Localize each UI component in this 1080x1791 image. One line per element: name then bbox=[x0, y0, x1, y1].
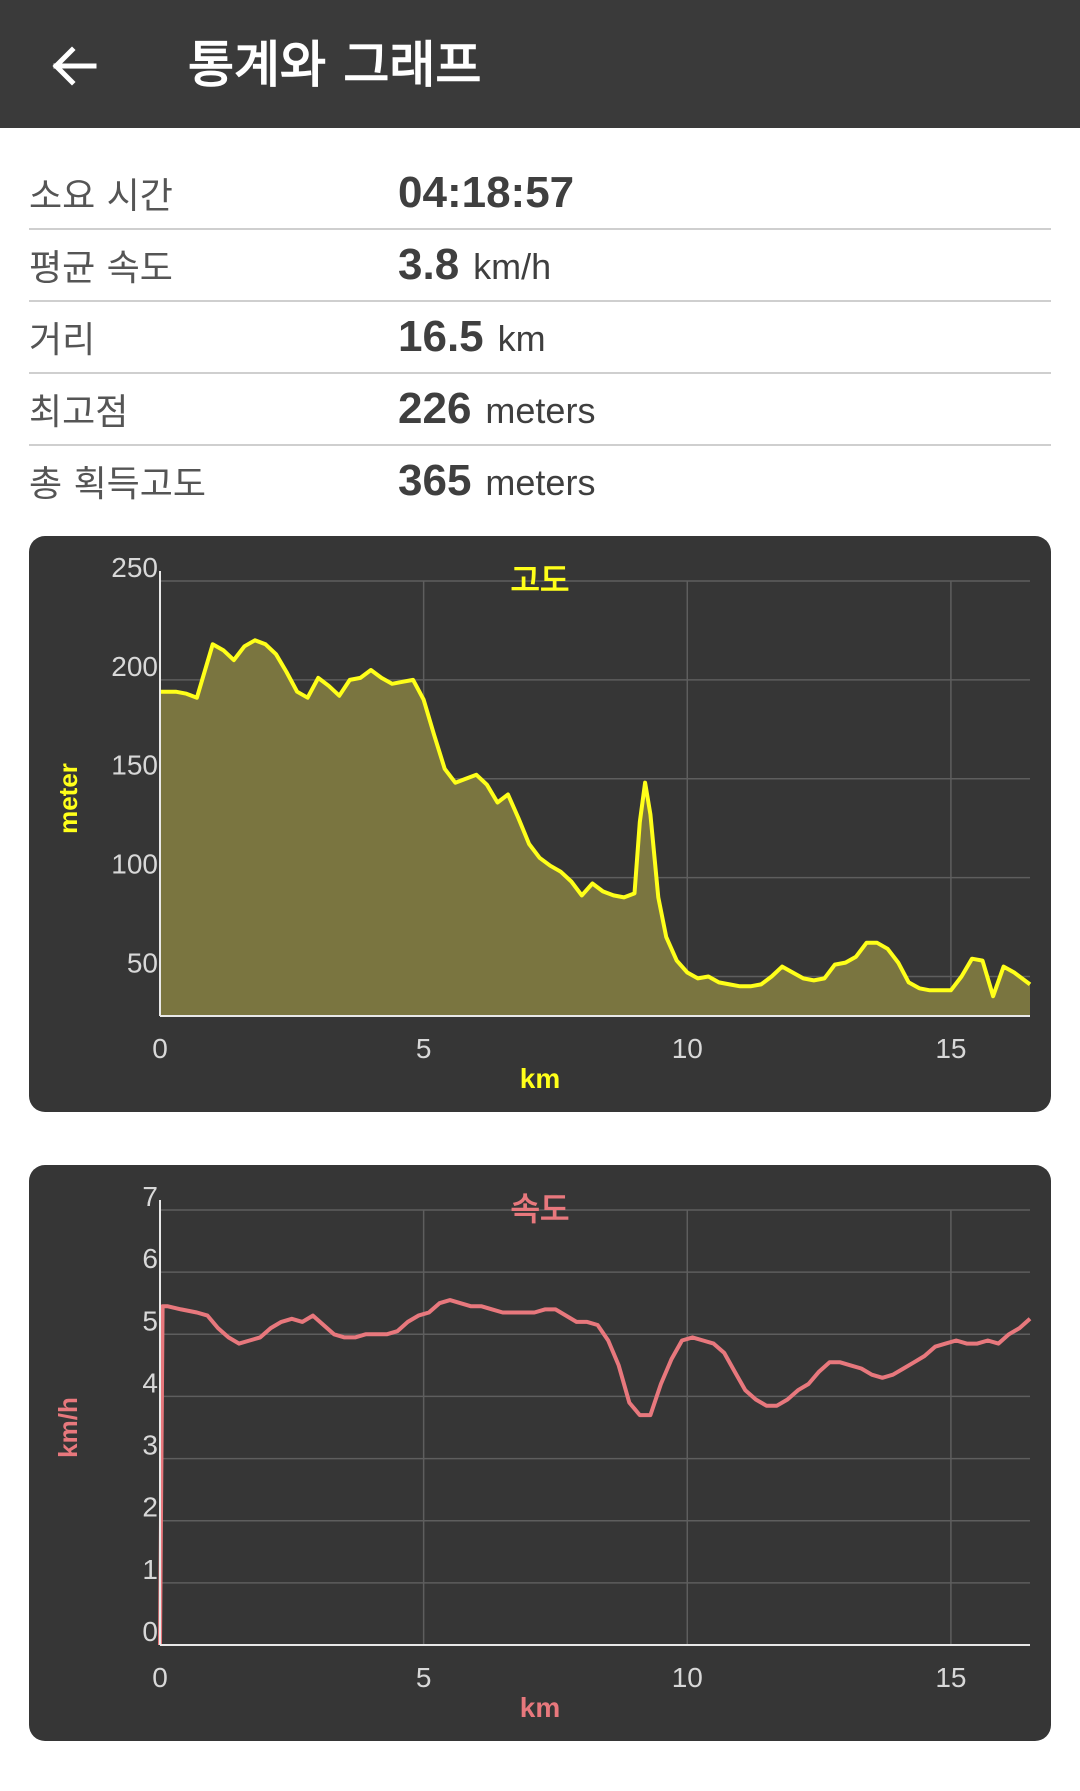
stat-value: 365 meters bbox=[398, 456, 595, 506]
y-tick-label: 3 bbox=[142, 1430, 158, 1461]
x-tick-label: 5 bbox=[416, 1662, 432, 1693]
y-tick-label: 150 bbox=[111, 750, 158, 781]
y-tick-label: 7 bbox=[142, 1181, 158, 1212]
stat-row-total-ascent: 총 획득고도 365 meters bbox=[29, 446, 1051, 516]
stat-label: 거리 bbox=[29, 320, 96, 361]
y-tick-label: 6 bbox=[142, 1243, 158, 1274]
stat-number: 365 bbox=[398, 456, 472, 505]
y-tick-label: 2 bbox=[142, 1492, 158, 1523]
y-tick-label: 50 bbox=[127, 947, 158, 978]
chart-title: 고도 bbox=[511, 562, 570, 598]
x-tick-label: 10 bbox=[672, 1033, 703, 1064]
x-axis-label: km bbox=[520, 1063, 560, 1094]
speed-chart[interactable]: 0 1 2 3 4 5 6 7 0 5 10 15 속도 km km/h bbox=[29, 1165, 1051, 1741]
stat-label: 총 획득고도 bbox=[29, 464, 207, 505]
app-bar: 통계와 그래프 bbox=[0, 0, 1080, 128]
stat-row-avg-speed: 평균 속도 3.8 km/h bbox=[29, 230, 1051, 302]
y-tick-label: 5 bbox=[142, 1305, 158, 1336]
stat-value: 04:18:57 bbox=[398, 168, 574, 218]
y-tick-label: 4 bbox=[142, 1367, 158, 1398]
arrow-left-icon bbox=[52, 46, 97, 86]
stat-row-distance: 거리 16.5 km bbox=[29, 302, 1051, 374]
speed-chart-card: 0 1 2 3 4 5 6 7 0 5 10 15 속도 km km/h bbox=[29, 1165, 1051, 1741]
stat-row-duration: 소요 시간 04:18:57 bbox=[29, 158, 1051, 230]
stat-value: 16.5 km bbox=[398, 312, 546, 362]
series-area bbox=[160, 640, 1030, 1016]
stat-number: 16.5 bbox=[398, 312, 484, 361]
y-axis-label: meter bbox=[53, 763, 83, 834]
y-tick-label: 0 bbox=[142, 1616, 158, 1647]
stat-number: 04:18:57 bbox=[398, 168, 575, 217]
series-line bbox=[158, 1298, 1032, 1646]
stat-label: 최고점 bbox=[29, 392, 129, 433]
stat-unit: km/h bbox=[473, 246, 552, 287]
stat-number: 226 bbox=[398, 384, 472, 433]
series-line bbox=[160, 638, 1032, 999]
x-tick-label: 10 bbox=[672, 1662, 703, 1693]
stat-value: 3.8 km/h bbox=[398, 240, 551, 290]
y-tick-label: 1 bbox=[142, 1554, 158, 1585]
elevation-chart[interactable]: 50 100 150 200 250 0 5 10 15 고도 km meter bbox=[29, 536, 1051, 1112]
x-axis-label: km bbox=[520, 1692, 560, 1723]
stat-unit: km bbox=[497, 318, 546, 359]
stat-row-highest: 최고점 226 meters bbox=[29, 374, 1051, 446]
x-tick-label: 15 bbox=[935, 1662, 966, 1693]
x-tick-label: 5 bbox=[416, 1033, 432, 1064]
elevation-chart-card: 50 100 150 200 250 0 5 10 15 고도 km meter bbox=[29, 536, 1051, 1112]
stat-unit: meters bbox=[485, 390, 596, 431]
y-axis-label: km/h bbox=[53, 1397, 83, 1458]
stat-number: 3.8 bbox=[398, 240, 460, 289]
page-title: 통계와 그래프 bbox=[188, 36, 482, 94]
y-tick-label: 250 bbox=[111, 552, 158, 583]
stat-value: 226 meters bbox=[398, 384, 595, 434]
x-tick-label: 15 bbox=[935, 1033, 966, 1064]
y-tick-label: 200 bbox=[111, 651, 158, 682]
y-tick-label: 100 bbox=[111, 849, 158, 880]
x-tick-label: 0 bbox=[152, 1033, 168, 1064]
back-button[interactable] bbox=[44, 36, 104, 96]
stat-label: 소요 시간 bbox=[29, 176, 173, 217]
stat-label: 평균 속도 bbox=[29, 248, 173, 289]
stat-unit: meters bbox=[485, 462, 596, 503]
stats-list: 소요 시간 04:18:57 평균 속도 3.8 km/h 거리 16.5 km 최… bbox=[29, 158, 1051, 516]
chart-title: 속도 bbox=[511, 1191, 570, 1227]
x-tick-label: 0 bbox=[152, 1662, 168, 1693]
